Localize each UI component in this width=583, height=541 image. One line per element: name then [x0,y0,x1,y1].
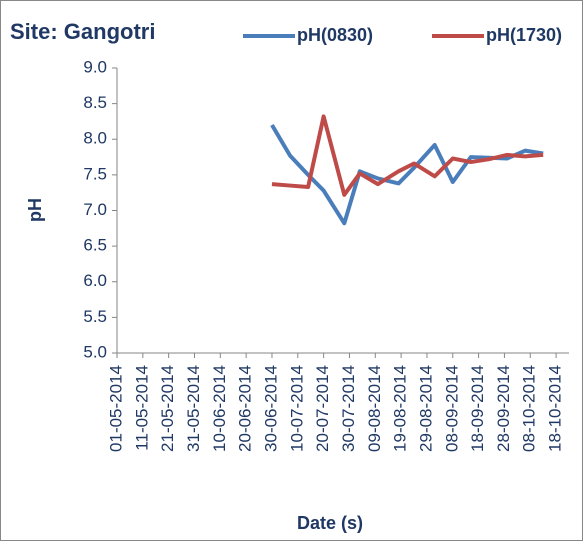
x-tick-label: 01-05-2014 [106,365,125,452]
y-tick-label: 5.5 [83,307,107,326]
x-tick-label: 18-10-2014 [546,365,565,452]
series-line [271,114,544,197]
chart-title: Site: Gangotri [10,19,155,44]
legend-label: pH(1730) [486,25,562,45]
y-tick-label: 7.0 [83,200,107,219]
x-tick-label: 29-08-2014 [416,365,435,452]
x-tick-label: 10-07-2014 [287,365,306,452]
x-tick-label: 10-06-2014 [210,365,229,452]
y-axis-label: pH [25,198,45,222]
y-tick-label: 7.5 [83,164,107,183]
x-tick-label: 11-05-2014 [132,365,151,451]
x-tick-label: 20-06-2014 [236,365,255,452]
y-tick-label: 8.5 [83,93,107,112]
x-tick-label: 30-07-2014 [339,365,358,452]
x-tick-label: 09-08-2014 [365,365,384,452]
y-tick-label: 5.0 [83,342,107,361]
y-tick-label: 6.0 [83,271,107,290]
x-tick-label: 30-06-2014 [261,365,280,452]
x-axis-label: Date (s) [297,513,363,533]
y-tick-label: 6.5 [83,236,107,255]
x-tick-label: 18-09-2014 [468,365,487,452]
legend-label: pH(0830) [297,25,373,45]
x-tick-label: 28-09-2014 [494,365,513,452]
y-tick-label: 8.0 [83,129,107,148]
x-tick-label: 08-09-2014 [442,365,461,452]
x-tick-label: 31-05-2014 [184,365,203,452]
y-tick-label: 9.0 [83,57,107,76]
x-tick-label: 19-08-2014 [391,365,410,452]
x-tick-label: 21-05-2014 [158,365,177,452]
x-tick-label: 08-10-2014 [520,365,539,452]
x-tick-label: 20-07-2014 [313,365,332,452]
